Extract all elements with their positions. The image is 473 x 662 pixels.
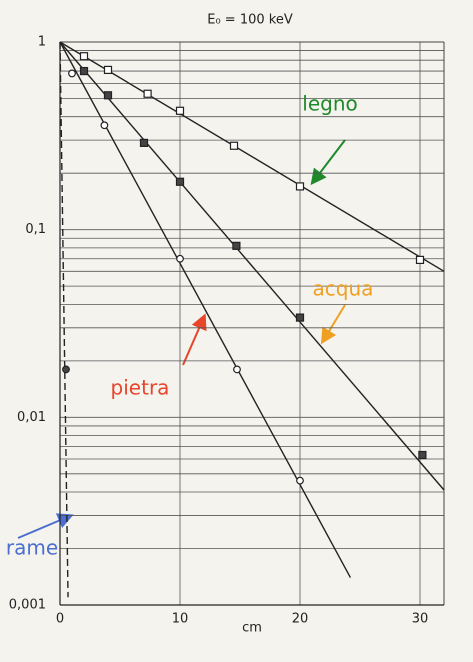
- x-tick-label: 10: [172, 612, 189, 627]
- marker: [415, 255, 425, 265]
- marker: [103, 65, 113, 75]
- marker: [68, 69, 76, 78]
- marker: [79, 66, 89, 76]
- arrow: [320, 304, 346, 345]
- fit-line: [59, 41, 69, 598]
- marker: [295, 182, 305, 191]
- series-label: pietra: [111, 376, 170, 400]
- marker: [296, 476, 304, 485]
- marker: [232, 241, 241, 250]
- marker: [295, 313, 305, 322]
- fit-line: [59, 41, 445, 272]
- marker: [175, 106, 185, 115]
- marker: [139, 138, 149, 147]
- arrow: [17, 513, 74, 539]
- y-tick-label: 1: [38, 35, 46, 50]
- marker: [100, 121, 109, 130]
- marker: [229, 141, 239, 150]
- marker: [418, 450, 427, 460]
- y-tick-label: 0,001: [9, 598, 46, 613]
- x-tick-label: 30: [412, 612, 429, 627]
- series-label: legno: [302, 92, 357, 116]
- series-label: rame: [6, 536, 58, 560]
- marker: [233, 365, 241, 374]
- x-axis-label: cm: [242, 621, 262, 636]
- marker: [175, 177, 185, 186]
- fit-line: [59, 41, 352, 578]
- marker: [176, 254, 184, 263]
- arrow: [310, 139, 346, 186]
- arrow: [182, 313, 207, 366]
- chart-title: E₀ = 100 keV: [207, 13, 293, 28]
- x-tick-label: 20: [292, 612, 309, 627]
- y-tick-label: 0,01: [17, 410, 46, 425]
- marker: [62, 365, 70, 374]
- series-label: acqua: [313, 277, 374, 301]
- x-tick-label: 0: [56, 612, 64, 627]
- marker: [79, 52, 89, 61]
- marker: [143, 89, 152, 98]
- fit-line: [59, 41, 445, 491]
- y-tick-label: 0,1: [25, 222, 46, 237]
- marker: [103, 91, 113, 100]
